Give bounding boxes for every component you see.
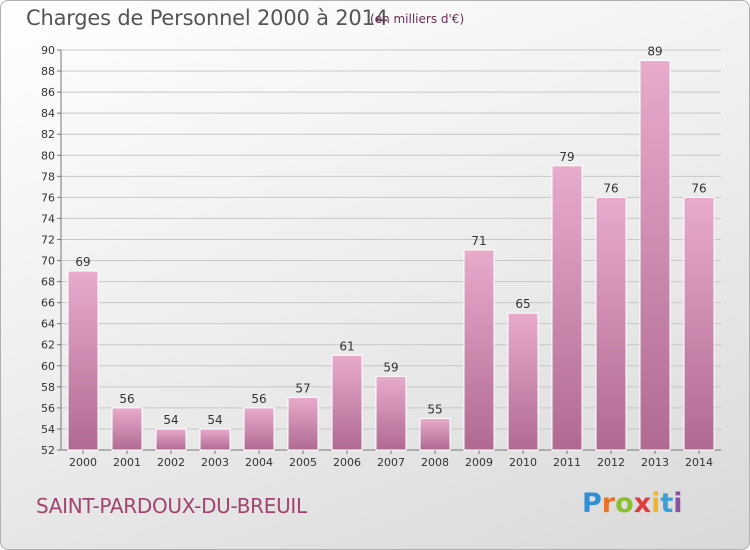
y-tick-label: 64 bbox=[41, 318, 55, 331]
y-tick-label: 78 bbox=[41, 170, 55, 183]
bar-2011 bbox=[551, 165, 583, 451]
data-label: 65 bbox=[515, 297, 530, 311]
data-label: 56 bbox=[251, 392, 266, 406]
data-label: 59 bbox=[383, 360, 398, 374]
bar-2008 bbox=[419, 417, 451, 451]
y-tick-label: 70 bbox=[41, 255, 55, 268]
bar-2002 bbox=[155, 428, 187, 451]
bar-2001 bbox=[111, 407, 143, 451]
data-label: 79 bbox=[559, 150, 574, 164]
y-tick-label: 82 bbox=[41, 128, 55, 141]
x-tick-label: 2003 bbox=[201, 456, 229, 469]
y-tick-label: 72 bbox=[41, 233, 55, 246]
data-label: 57 bbox=[295, 381, 310, 395]
logo-letter: i bbox=[651, 488, 661, 519]
chart-title: Charges de Personnel 2000 à 2014 bbox=[26, 6, 388, 30]
bar-2012 bbox=[595, 196, 627, 451]
bar-2009 bbox=[463, 249, 495, 451]
y-tick-label: 88 bbox=[41, 65, 55, 78]
bar-2007 bbox=[375, 375, 407, 451]
data-label: 56 bbox=[119, 392, 134, 406]
data-label: 71 bbox=[471, 234, 486, 248]
y-tick-label: 62 bbox=[41, 339, 55, 352]
chart-subtitle: (en milliers d'€) bbox=[370, 12, 465, 26]
data-label: 55 bbox=[427, 402, 442, 416]
x-tick-label: 2006 bbox=[333, 456, 361, 469]
logo-letter: o bbox=[615, 488, 634, 519]
bar-2004 bbox=[243, 407, 275, 451]
x-tick-label: 2009 bbox=[465, 456, 493, 469]
data-label: 89 bbox=[647, 45, 662, 59]
x-tick-label: 2000 bbox=[69, 456, 97, 469]
logo-letter: x bbox=[633, 488, 652, 519]
bar-2014 bbox=[683, 196, 715, 451]
x-tick-label: 2012 bbox=[597, 456, 625, 469]
logo-letter: t bbox=[660, 488, 674, 519]
logo-letter: P bbox=[582, 488, 602, 519]
y-tick-label: 90 bbox=[41, 44, 55, 57]
x-tick-label: 2008 bbox=[421, 456, 449, 469]
data-label: 69 bbox=[75, 255, 90, 269]
y-tick-label: 74 bbox=[41, 212, 55, 225]
proxiti-logo: Proxiti bbox=[582, 488, 683, 519]
bar-2000 bbox=[67, 270, 99, 451]
x-tick-label: 2011 bbox=[553, 456, 581, 469]
y-tick-label: 84 bbox=[41, 107, 55, 120]
x-tick-label: 2007 bbox=[377, 456, 405, 469]
x-tick-label: 2004 bbox=[245, 456, 273, 469]
x-tick-label: 2001 bbox=[113, 456, 141, 469]
bar-2006 bbox=[331, 354, 363, 451]
bar-2010 bbox=[507, 312, 539, 451]
data-label: 54 bbox=[207, 413, 222, 427]
logo-letter: r bbox=[601, 488, 616, 519]
y-tick-label: 58 bbox=[41, 381, 55, 394]
data-label: 61 bbox=[339, 339, 354, 353]
bar-2003 bbox=[199, 428, 231, 451]
y-tick-label: 66 bbox=[41, 297, 55, 310]
y-tick-label: 68 bbox=[41, 276, 55, 289]
x-tick-label: 2014 bbox=[685, 456, 713, 469]
x-tick-label: 2010 bbox=[509, 456, 537, 469]
logo-letter: i bbox=[673, 488, 683, 519]
y-tick-label: 86 bbox=[41, 86, 55, 99]
commune-name: SAINT-PARDOUX-DU-BREUIL bbox=[36, 494, 307, 518]
y-tick-label: 76 bbox=[41, 191, 55, 204]
data-label: 54 bbox=[163, 413, 178, 427]
x-tick-label: 2013 bbox=[641, 456, 669, 469]
y-tick-label: 52 bbox=[41, 444, 55, 457]
data-label: 76 bbox=[603, 181, 618, 195]
data-label: 76 bbox=[691, 181, 706, 195]
y-tick-label: 80 bbox=[41, 149, 55, 162]
bar-2005 bbox=[287, 396, 319, 451]
y-tick-label: 54 bbox=[41, 423, 55, 436]
bar-2013 bbox=[639, 60, 671, 451]
x-tick-label: 2005 bbox=[289, 456, 317, 469]
y-tick-label: 60 bbox=[41, 360, 55, 373]
y-tick-label: 56 bbox=[41, 402, 55, 415]
x-tick-label: 2002 bbox=[157, 456, 185, 469]
